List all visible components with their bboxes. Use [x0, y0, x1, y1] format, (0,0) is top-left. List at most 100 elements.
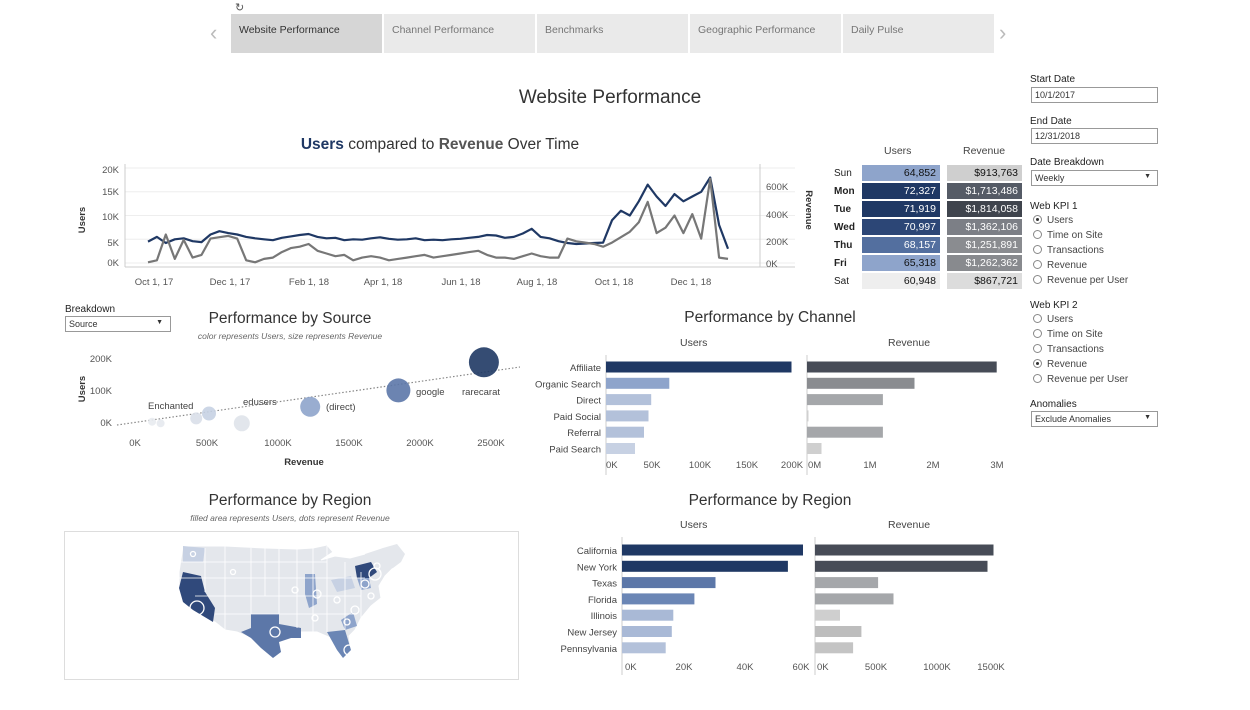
source-point[interactable]	[233, 415, 250, 432]
users-cell: 60,948	[862, 273, 940, 289]
radio-label: Revenue per User	[1047, 374, 1129, 385]
prev-tab-arrow-icon[interactable]: ‹	[210, 20, 218, 45]
users-cell: 68,157	[862, 237, 940, 253]
revenue-bar[interactable]	[807, 377, 915, 389]
revenue-dot	[269, 626, 281, 638]
revenue-bar[interactable]	[807, 410, 809, 422]
users-bar[interactable]	[606, 361, 792, 373]
revenue-bar[interactable]	[807, 361, 997, 373]
category-label: Affiliate	[570, 363, 601, 374]
users-bar[interactable]	[622, 593, 695, 605]
y-tick: 200K	[90, 354, 113, 365]
start-date-label: Start Date	[1030, 74, 1076, 85]
revenue-bar[interactable]	[815, 577, 879, 589]
web-kpi-1-option[interactable]: Transactions	[1033, 245, 1104, 259]
category-label: Organic Search	[535, 379, 601, 390]
users-bar[interactable]	[622, 544, 803, 556]
x-tick: 0K	[129, 438, 141, 449]
channel-revenue-header: Revenue	[888, 337, 931, 349]
users-bar[interactable]	[606, 394, 652, 406]
users-bar[interactable]	[622, 609, 674, 621]
texas-region	[241, 614, 301, 658]
web-kpi-2-option[interactable]: Time on Site	[1033, 329, 1103, 343]
next-tab-arrow-icon[interactable]: ›	[999, 20, 1007, 45]
title-mid: compared to	[343, 136, 439, 153]
web-kpi-2-option[interactable]: Revenue	[1033, 359, 1087, 373]
users-bar[interactable]	[606, 410, 649, 422]
title-users-word: Users	[300, 136, 344, 153]
revenue-bar[interactable]	[815, 609, 840, 621]
source-point[interactable]	[300, 396, 321, 417]
revenue-cell: $913,763	[947, 165, 1022, 181]
revenue-dot	[350, 605, 360, 615]
california-region	[179, 572, 215, 622]
revenue-dot	[229, 568, 237, 576]
x-tick: 50K	[644, 460, 662, 471]
web-kpi-1-option[interactable]: Revenue per User	[1033, 275, 1128, 289]
web-kpi-2-option[interactable]: Revenue per User	[1033, 374, 1128, 388]
radio-label: Revenue	[1047, 260, 1088, 271]
revenue-bar[interactable]	[815, 560, 988, 572]
revenue-bar[interactable]	[815, 544, 994, 556]
x-tick: 2000K	[406, 438, 434, 449]
date-breakdown-select[interactable]: Weekly ▼	[1031, 170, 1158, 186]
revenue-bar[interactable]	[815, 626, 862, 637]
anomalies-select[interactable]: Exclude Anomalies ▼	[1031, 411, 1158, 427]
source-point[interactable]	[386, 378, 411, 403]
revenue-bar[interactable]	[807, 394, 883, 406]
tab-daily-pulse[interactable]: Daily Pulse	[843, 14, 994, 53]
end-date-input[interactable]: 12/31/2018	[1031, 128, 1158, 144]
web-kpi-1-option[interactable]: Revenue	[1033, 260, 1087, 274]
users-bar[interactable]	[622, 626, 672, 637]
source-point[interactable]	[190, 412, 203, 425]
x-tick: Apr 1, 18	[364, 277, 403, 288]
source-point[interactable]	[156, 419, 165, 428]
users-bar[interactable]	[622, 642, 666, 654]
revenue-cell: $1,251,891	[947, 237, 1022, 253]
day-name: Fri	[834, 258, 847, 269]
day-name: Tue	[834, 204, 852, 215]
region-revenue-header: Revenue	[888, 519, 931, 531]
point-label: google	[416, 387, 445, 398]
ohio-region	[331, 576, 355, 592]
web-kpi-1-option[interactable]: Time on Site	[1033, 230, 1103, 244]
revenue-bar[interactable]	[807, 443, 822, 454]
tab-benchmarks[interactable]: Benchmarks	[537, 14, 688, 53]
chevron-down-icon: ▼	[156, 319, 163, 326]
web-kpi-1-label: Web KPI 1	[1030, 201, 1078, 212]
users-bar[interactable]	[622, 577, 716, 589]
breakdown-label: Breakdown	[65, 304, 116, 315]
category-label: Illinois	[591, 611, 618, 622]
users-bar[interactable]	[606, 426, 644, 438]
category-label: New Jersey	[567, 628, 617, 639]
tab-geographic-performance[interactable]: Geographic Performance	[690, 14, 841, 53]
web-kpi-1-option[interactable]: Users	[1033, 215, 1073, 229]
y-left-tick: 0K	[107, 258, 119, 269]
tab-channel-performance[interactable]: Channel Performance	[384, 14, 535, 53]
x-tick: 500K	[196, 438, 219, 449]
tab-website-performance[interactable]: Website Performance	[231, 14, 382, 53]
web-kpi-2-option[interactable]: Users	[1033, 314, 1073, 328]
web-kpi-2-option[interactable]: Transactions	[1033, 344, 1104, 358]
category-label: Pennsylvania	[560, 644, 617, 655]
source-point[interactable]	[468, 347, 499, 378]
refresh-icon[interactable]: ↻	[235, 2, 245, 14]
radio-label: Revenue per User	[1047, 275, 1129, 286]
revenue-bar[interactable]	[815, 642, 854, 654]
x-tick: 0K	[625, 662, 637, 673]
breakdown-select[interactable]: Source ▼	[65, 316, 171, 332]
day-table-users-header: Users	[884, 145, 912, 157]
users-bar[interactable]	[622, 560, 788, 572]
start-date-input[interactable]: 10/1/2017	[1031, 87, 1158, 103]
users-bar[interactable]	[606, 443, 635, 454]
us-region-map[interactable]	[64, 531, 519, 680]
revenue-bar[interactable]	[807, 426, 883, 438]
category-label: New York	[577, 562, 617, 573]
users-bar[interactable]	[606, 377, 670, 389]
x-tick: 0M	[808, 460, 821, 471]
source-point[interactable]	[148, 417, 157, 426]
source-point[interactable]	[202, 406, 216, 421]
revenue-cell: $1,713,486	[947, 183, 1022, 199]
revenue-bar[interactable]	[815, 593, 894, 605]
radio-icon	[1033, 359, 1042, 368]
